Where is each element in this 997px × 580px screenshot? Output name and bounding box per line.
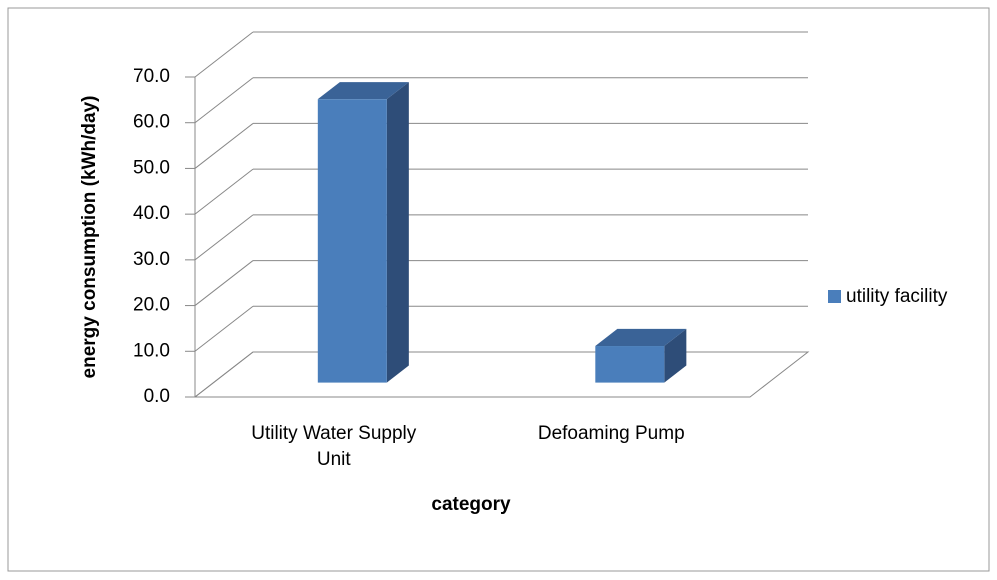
x-tick-label: Utility Water Supply Unit <box>251 423 417 470</box>
bar-side <box>386 82 409 383</box>
bar-top <box>317 82 409 100</box>
chart-border <box>7 7 990 572</box>
bar-side <box>664 328 687 383</box>
grid-line <box>194 168 254 215</box>
grid-line <box>194 305 254 352</box>
y-tick-label: 50.0 <box>133 157 170 178</box>
legend-label: utility facility <box>846 286 948 307</box>
y-tick-label: 10.0 <box>133 340 170 361</box>
grid-line <box>194 123 254 169</box>
x-tick-label: Defoaming Pump <box>537 423 685 444</box>
bar-top <box>595 328 687 347</box>
y-axis-title: energy consumption (kWh/day) <box>79 96 100 379</box>
x-axis-title: category <box>431 494 511 515</box>
bar <box>595 346 665 383</box>
y-tick-label: 30.0 <box>133 249 170 270</box>
y-tick-label: 20.0 <box>133 295 170 316</box>
y-tick-label: 0.0 <box>144 386 170 407</box>
bar <box>317 99 387 383</box>
grid-line <box>194 77 254 124</box>
grid-line <box>194 31 254 78</box>
y-tick-label: 60.0 <box>133 112 170 133</box>
grid-line <box>194 260 254 306</box>
y-tick-label: 40.0 <box>133 203 170 224</box>
grid-line <box>194 214 254 261</box>
grid-line <box>194 351 254 398</box>
legend-swatch <box>828 290 841 303</box>
y-tick-label: 70.0 <box>133 66 170 87</box>
